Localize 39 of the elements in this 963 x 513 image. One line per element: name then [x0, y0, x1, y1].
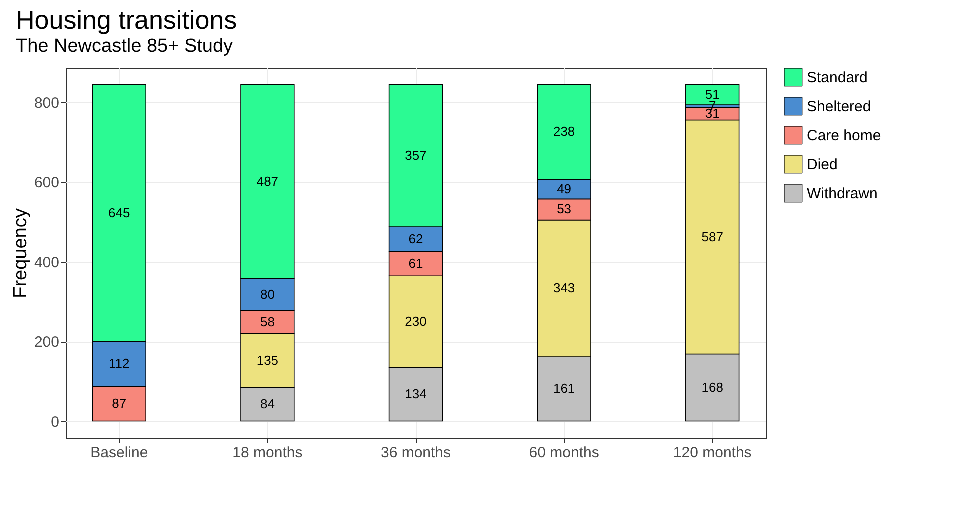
data-label: 84 [260, 396, 275, 412]
chart-subtitle: The Newcastle 85+ Study [16, 36, 234, 57]
data-label: 134 [405, 386, 427, 402]
y-tick-label: 200 [34, 334, 60, 352]
data-label: 645 [108, 205, 130, 220]
y-tick-label: 800 [34, 94, 60, 112]
data-label: 80 [260, 286, 275, 302]
legend-label: Sheltered [807, 98, 872, 116]
data-label: 112 [109, 356, 130, 372]
legend-label: Died [807, 156, 838, 174]
legend-label: Withdrawn [807, 186, 878, 202]
data-label: 238 [553, 124, 576, 140]
data-label: 62 [408, 231, 424, 246]
y-axis-title: Frequency [10, 208, 32, 298]
data-label: 343 [553, 280, 576, 296]
data-label: 53 [557, 202, 572, 217]
data-label: 168 [702, 380, 724, 395]
data-label: 58 [260, 314, 275, 330]
data-label: 161 [553, 381, 576, 396]
data-label: 135 [256, 352, 279, 368]
x-tick-label: 60 months [529, 444, 600, 462]
data-label: 51 [705, 86, 720, 102]
data-label: 230 [405, 314, 427, 329]
data-label: 61 [408, 256, 424, 271]
x-tick-label: 120 months [673, 444, 752, 462]
data-label: 487 [256, 174, 279, 189]
data-label: 87 [112, 396, 127, 411]
x-tick-label: 36 months [380, 444, 452, 462]
chart-title: Housing transitions [16, 5, 238, 35]
y-tick-label: 400 [34, 254, 60, 272]
x-tick-label: 18 months [232, 444, 303, 462]
x-tick-label: Baseline [90, 444, 148, 462]
legend-label: Care home [807, 128, 882, 144]
y-tick-label: 600 [34, 174, 60, 192]
data-label: 587 [702, 229, 724, 244]
y-tick-label: 0 [51, 414, 60, 431]
data-label: 49 [557, 181, 572, 196]
data-label: 357 [405, 148, 427, 163]
legend-label: Standard [807, 70, 868, 86]
